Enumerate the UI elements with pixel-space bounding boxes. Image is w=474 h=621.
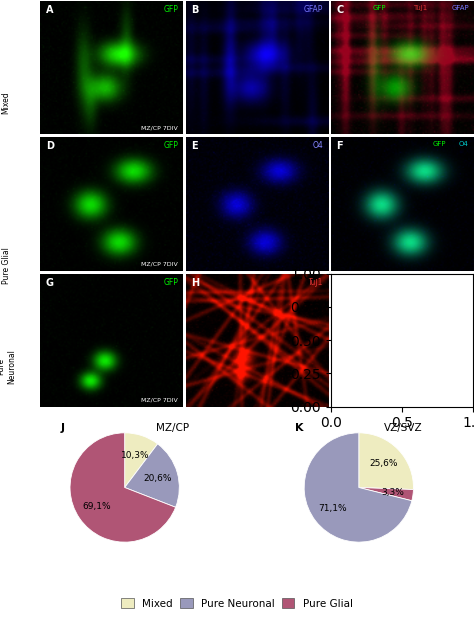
Wedge shape <box>359 433 413 489</box>
Text: VZ/SVZ: VZ/SVZ <box>384 424 423 433</box>
Wedge shape <box>125 444 179 507</box>
Text: 69,1%: 69,1% <box>82 502 111 511</box>
Text: MZ/CP 7DIV: MZ/CP 7DIV <box>141 125 178 130</box>
Text: MZ/CP: MZ/CP <box>156 424 189 433</box>
Text: TuJ1: TuJ1 <box>308 278 323 286</box>
Text: D: D <box>46 142 54 152</box>
Text: C: C <box>337 5 344 16</box>
Text: MZ/CP 7DIV: MZ/CP 7DIV <box>141 398 178 403</box>
Text: A: A <box>46 5 54 16</box>
Text: GFAP: GFAP <box>304 5 323 14</box>
Text: H: H <box>191 278 200 288</box>
Text: O4: O4 <box>313 142 323 150</box>
Text: GFP: GFP <box>433 142 446 147</box>
Text: J: J <box>61 424 64 433</box>
Text: 20,6%: 20,6% <box>143 474 172 483</box>
Text: 25,6%: 25,6% <box>369 460 398 468</box>
Text: B: B <box>191 5 199 16</box>
Text: GFP: GFP <box>164 278 178 286</box>
Text: O4: O4 <box>459 142 469 147</box>
Text: GFP: GFP <box>414 278 428 284</box>
Text: Mixed: Mixed <box>2 92 10 114</box>
Text: GFP: GFP <box>164 5 178 14</box>
Text: TuJ1: TuJ1 <box>413 5 428 11</box>
Text: TuJ1: TuJ1 <box>455 278 469 284</box>
Text: I: I <box>337 278 340 288</box>
Text: GFP: GFP <box>373 5 386 11</box>
Text: Pure Glial: Pure Glial <box>2 247 10 284</box>
Text: K: K <box>295 424 303 433</box>
Text: Pure
Neuronal: Pure Neuronal <box>0 349 16 384</box>
Text: MZ/CP 7DIV: MZ/CP 7DIV <box>141 261 178 266</box>
Legend: Mixed, Pure Neuronal, Pure Glial: Mixed, Pure Neuronal, Pure Glial <box>117 594 357 613</box>
Text: E: E <box>191 142 198 152</box>
Text: F: F <box>337 142 343 152</box>
Text: GFAP: GFAP <box>451 5 469 11</box>
Wedge shape <box>125 433 158 487</box>
Text: GFP: GFP <box>164 142 178 150</box>
Wedge shape <box>304 433 412 542</box>
Text: G: G <box>46 278 54 288</box>
Wedge shape <box>359 487 413 501</box>
Text: 3,3%: 3,3% <box>381 487 404 497</box>
Text: 10,3%: 10,3% <box>121 451 150 460</box>
Text: 71,1%: 71,1% <box>318 504 346 513</box>
Wedge shape <box>70 433 175 542</box>
